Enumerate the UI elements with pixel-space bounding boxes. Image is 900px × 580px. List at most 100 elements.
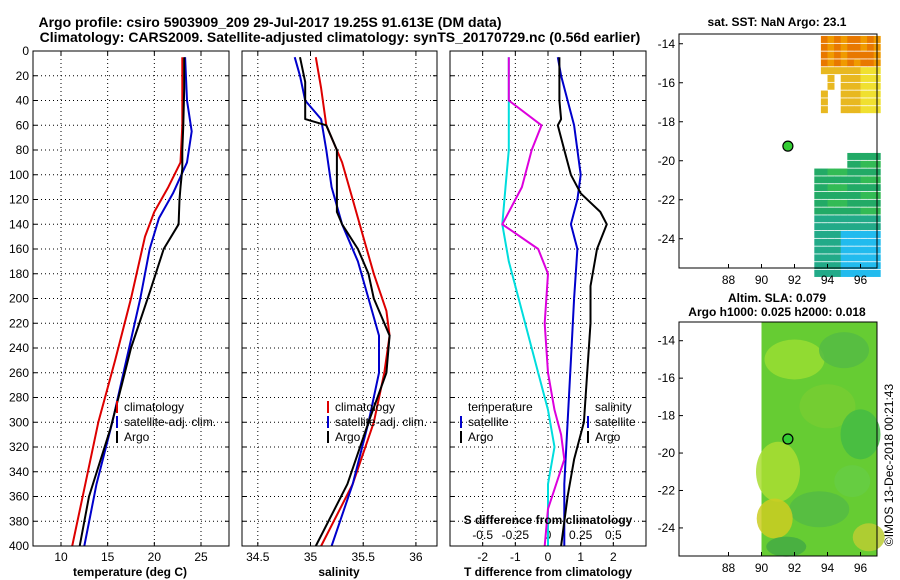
sst-cell-warm <box>827 43 835 51</box>
sst-cell-warm <box>847 82 855 90</box>
y-tick-label: 80 <box>16 143 30 157</box>
map-x-tick-label: 88 <box>722 561 736 575</box>
sst-cell-cool <box>847 262 855 270</box>
axes-frame <box>32 50 230 547</box>
y-tick-label: 320 <box>9 440 29 454</box>
sst-cell-warm <box>840 98 848 106</box>
sst-cell-cool <box>820 199 828 207</box>
sst-cell-warm <box>860 67 868 75</box>
sst-cell-warm <box>853 43 861 51</box>
sst-cell-warm <box>853 90 861 98</box>
sst-cell-cool <box>834 176 842 184</box>
sla-map-panel: 88 90 92 94 96 -14 -16 -18 -20 -22 -24 <box>658 321 885 575</box>
sst-cell-warm <box>853 106 861 114</box>
sst-cell-warm <box>867 98 875 106</box>
sst-cell-warm <box>867 59 875 67</box>
y-tick-label: 180 <box>9 267 29 281</box>
sst-cell-cool <box>867 168 875 176</box>
map-x-tick-label: 96 <box>854 561 868 575</box>
sla-blob <box>799 384 856 429</box>
sst-cell-warm <box>860 59 868 67</box>
series-line-s-diff-argo <box>556 57 608 547</box>
map-y-tick-label: -22 <box>658 483 676 497</box>
sst-cell-cool <box>860 269 868 277</box>
sst-cell-cool <box>814 246 822 254</box>
y-tick-label: 160 <box>9 242 29 256</box>
map-y-tick-label: -18 <box>658 409 676 423</box>
sst-cell-warm <box>827 51 835 59</box>
y-tick-label: 340 <box>9 465 29 479</box>
x-tick-label: 35.5 <box>352 550 376 564</box>
y-tick-label: 0 <box>22 44 29 58</box>
sst-cell-cool <box>814 269 822 277</box>
sst-cell-cool <box>827 191 835 199</box>
sst-cell-cool <box>834 254 842 262</box>
sst-argo-marker <box>782 140 794 152</box>
sst-cell-warm <box>847 59 855 67</box>
sla-map-title-line1: Altim. SLA: 0.079 <box>728 291 826 305</box>
map-x-tick-label: 90 <box>755 561 769 575</box>
figure-title-line2: Climatology: CARS2009. Satellite-adjuste… <box>40 29 641 45</box>
sst-cell-warm <box>867 35 875 43</box>
sst-cell-cool <box>867 191 875 199</box>
sst-cell-warm <box>847 74 855 82</box>
sst-cell-warm <box>820 98 828 106</box>
sst-cell-cool <box>853 215 861 223</box>
sst-cell-cool <box>834 223 842 231</box>
sst-cell-cool <box>827 215 835 223</box>
x-tick-label: 35 <box>304 550 318 564</box>
sst-cell-warm <box>860 74 868 82</box>
salinity-legend-climatology: climatology <box>335 400 395 414</box>
sst-cell-cool <box>847 184 855 192</box>
sst-cell-cool <box>860 254 868 262</box>
sst-cell-cool <box>860 246 868 254</box>
sst-cell-cool <box>840 230 848 238</box>
sla-blob <box>766 536 807 557</box>
sst-cell-cool <box>840 269 848 277</box>
y-tick-label: 200 <box>9 292 29 306</box>
sst-cell-cool <box>827 262 835 270</box>
sst-cell-cool <box>840 168 848 176</box>
sst-cell-cool <box>867 160 875 168</box>
y-tick-label: 220 <box>9 316 29 330</box>
x-tick-label: 20 <box>148 550 162 564</box>
sst-cell-warm <box>853 59 861 67</box>
credit-stamp: ©IMOS 13-Dec-2018 00:21:43 <box>882 384 896 547</box>
sst-cell-cool <box>847 246 855 254</box>
series-line-argo <box>299 56 391 547</box>
sst-cell-cool <box>853 254 861 262</box>
sst-map-title: sat. SST: NaN Argo: 23.1 <box>708 15 847 29</box>
map-y-tick-label: -18 <box>658 115 676 129</box>
sst-cell-cool <box>847 160 855 168</box>
sst-cell-warm <box>834 35 842 43</box>
temperature-legend-climatology: climatology <box>124 400 184 414</box>
sst-cell-cool <box>820 207 828 215</box>
x-tick-label: -2 <box>477 550 488 564</box>
sst-cell-cool <box>834 246 842 254</box>
sst-cell-cool <box>867 254 875 262</box>
sst-cell-warm <box>827 82 835 90</box>
sst-cell-warm <box>867 82 875 90</box>
sst-cell-cool <box>873 269 881 277</box>
sst-cell-cool <box>847 168 855 176</box>
sla-map-title-line2: Argo h1000: 0.025 h2000: 0.018 <box>688 305 866 319</box>
diff-legend-salinity-satellite: satellite <box>595 415 636 429</box>
y-tick-label: 360 <box>9 490 29 504</box>
sst-cell-warm <box>840 74 848 82</box>
sst-cell-cool <box>847 176 855 184</box>
sst-cell-cool <box>840 246 848 254</box>
sst-cell-cool <box>867 215 875 223</box>
sst-cell-cool <box>834 199 842 207</box>
sst-cell-warm <box>853 51 861 59</box>
sst-cell-cool <box>847 152 855 160</box>
sst-cell-cool <box>853 176 861 184</box>
x-tick-label: 34.5 <box>246 550 270 564</box>
axes-frame <box>241 50 438 547</box>
sst-cell-warm <box>834 51 842 59</box>
y-tick-label: 100 <box>9 168 29 182</box>
x-tick-label: 0 <box>545 550 552 564</box>
sst-cell-cool <box>860 262 868 270</box>
sst-cell-cool <box>820 168 828 176</box>
sst-cell-warm <box>847 43 855 51</box>
sst-cell-cool <box>840 223 848 231</box>
